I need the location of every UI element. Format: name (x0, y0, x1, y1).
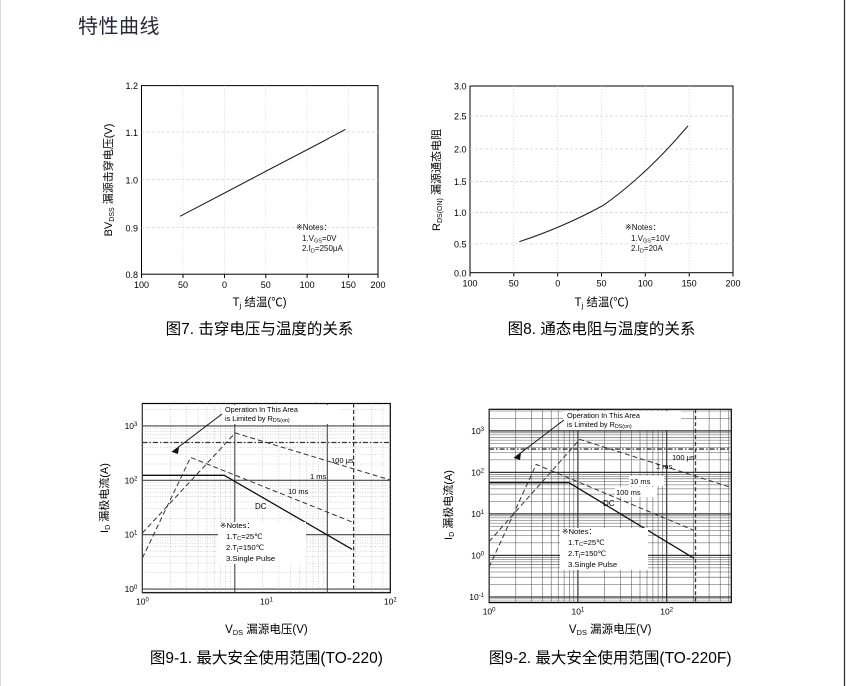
svg-text:100 μs: 100 μs (331, 456, 354, 465)
svg-text:100 ms: 100 ms (616, 488, 641, 497)
svg-text:1.1: 1.1 (125, 128, 138, 138)
svg-text:10 ms: 10 ms (630, 477, 651, 486)
svg-text:Operation In This Area: Operation In This Area (225, 405, 299, 414)
svg-text:0.0: 0.0 (454, 269, 467, 279)
svg-text:50: 50 (261, 280, 271, 290)
svg-text:100: 100 (638, 279, 653, 289)
svg-text:图7. 击穿电压与温度的关系: 图7. 击穿电压与温度的关系 (166, 320, 354, 338)
svg-text:200: 200 (370, 280, 385, 290)
svg-text:1.2: 1.2 (125, 81, 138, 91)
svg-text:1.TC=25℃: 1.TC=25℃ (568, 538, 605, 548)
svg-text:Tj 结温(℃): Tj 结温(℃) (574, 295, 628, 310)
svg-text:0: 0 (222, 280, 227, 290)
svg-text:1.0: 1.0 (454, 208, 467, 218)
svg-text:图9-1. 最大安全使用范围(TO-220): 图9-1. 最大安全使用范围(TO-220) (150, 649, 383, 667)
svg-text:3.0: 3.0 (454, 82, 467, 92)
svg-text:※Notes：: ※Notes： (625, 223, 661, 232)
svg-text:100: 100 (300, 280, 315, 290)
svg-text:图8. 通态电阻与温度的关系: 图8. 通态电阻与温度的关系 (508, 320, 696, 338)
svg-text:0.5: 0.5 (454, 239, 467, 249)
svg-text:0.9: 0.9 (125, 224, 138, 234)
svg-text:200: 200 (725, 279, 740, 289)
svg-text:特性曲线: 特性曲线 (78, 15, 160, 38)
svg-text:图9-2. 最大安全使用范围(TO-220F): 图9-2. 最大安全使用范围(TO-220F) (489, 649, 732, 667)
svg-text:100: 100 (462, 279, 477, 289)
svg-text:Operation In This Area: Operation In This Area (567, 411, 641, 420)
svg-text:50: 50 (596, 279, 606, 289)
svg-text:2.5: 2.5 (454, 112, 467, 122)
svg-text:1.0: 1.0 (125, 176, 138, 186)
svg-text:Tj 结温(℃): Tj 结温(℃) (232, 295, 286, 310)
svg-text:150: 150 (682, 279, 697, 289)
svg-text:2.Tj=150℃: 2.Tj=150℃ (226, 543, 265, 553)
svg-text:2.ID=250μA: 2.ID=250μA (302, 244, 344, 254)
svg-text:2.Tj=150℃: 2.Tj=150℃ (568, 549, 607, 559)
svg-text:DC: DC (603, 499, 615, 508)
svg-text:1 ms: 1 ms (310, 472, 327, 481)
svg-text:2.ID=20A: 2.ID=20A (631, 244, 663, 254)
svg-text:1.5: 1.5 (454, 177, 467, 187)
svg-text:DC: DC (255, 502, 267, 511)
svg-text:100 μs: 100 μs (672, 453, 695, 462)
svg-text:0: 0 (555, 279, 560, 289)
svg-text:150: 150 (341, 280, 356, 290)
svg-text:3.Single Pulse: 3.Single Pulse (226, 554, 275, 563)
svg-text:100: 100 (134, 280, 149, 290)
svg-text:※Notes：: ※Notes： (562, 527, 596, 536)
svg-text:1.TC=25℃: 1.TC=25℃ (226, 532, 263, 542)
svg-text:※Notes：: ※Notes： (220, 521, 254, 530)
svg-text:0.8: 0.8 (125, 270, 138, 280)
svg-text:2.0: 2.0 (454, 145, 467, 155)
svg-text:50: 50 (178, 280, 188, 290)
svg-text:50: 50 (509, 279, 519, 289)
svg-text:1 ms: 1 ms (656, 462, 673, 471)
svg-text:ID 漏极电流(A): ID 漏极电流(A) (97, 463, 112, 533)
svg-text:ID 漏极电流(A): ID 漏极电流(A) (441, 470, 456, 540)
svg-text:3.Single Pulse: 3.Single Pulse (568, 560, 617, 569)
svg-text:10 ms: 10 ms (288, 487, 309, 496)
svg-text:※Notes：: ※Notes： (296, 223, 332, 232)
svg-text:1.VGS=10V: 1.VGS=10V (631, 234, 671, 244)
